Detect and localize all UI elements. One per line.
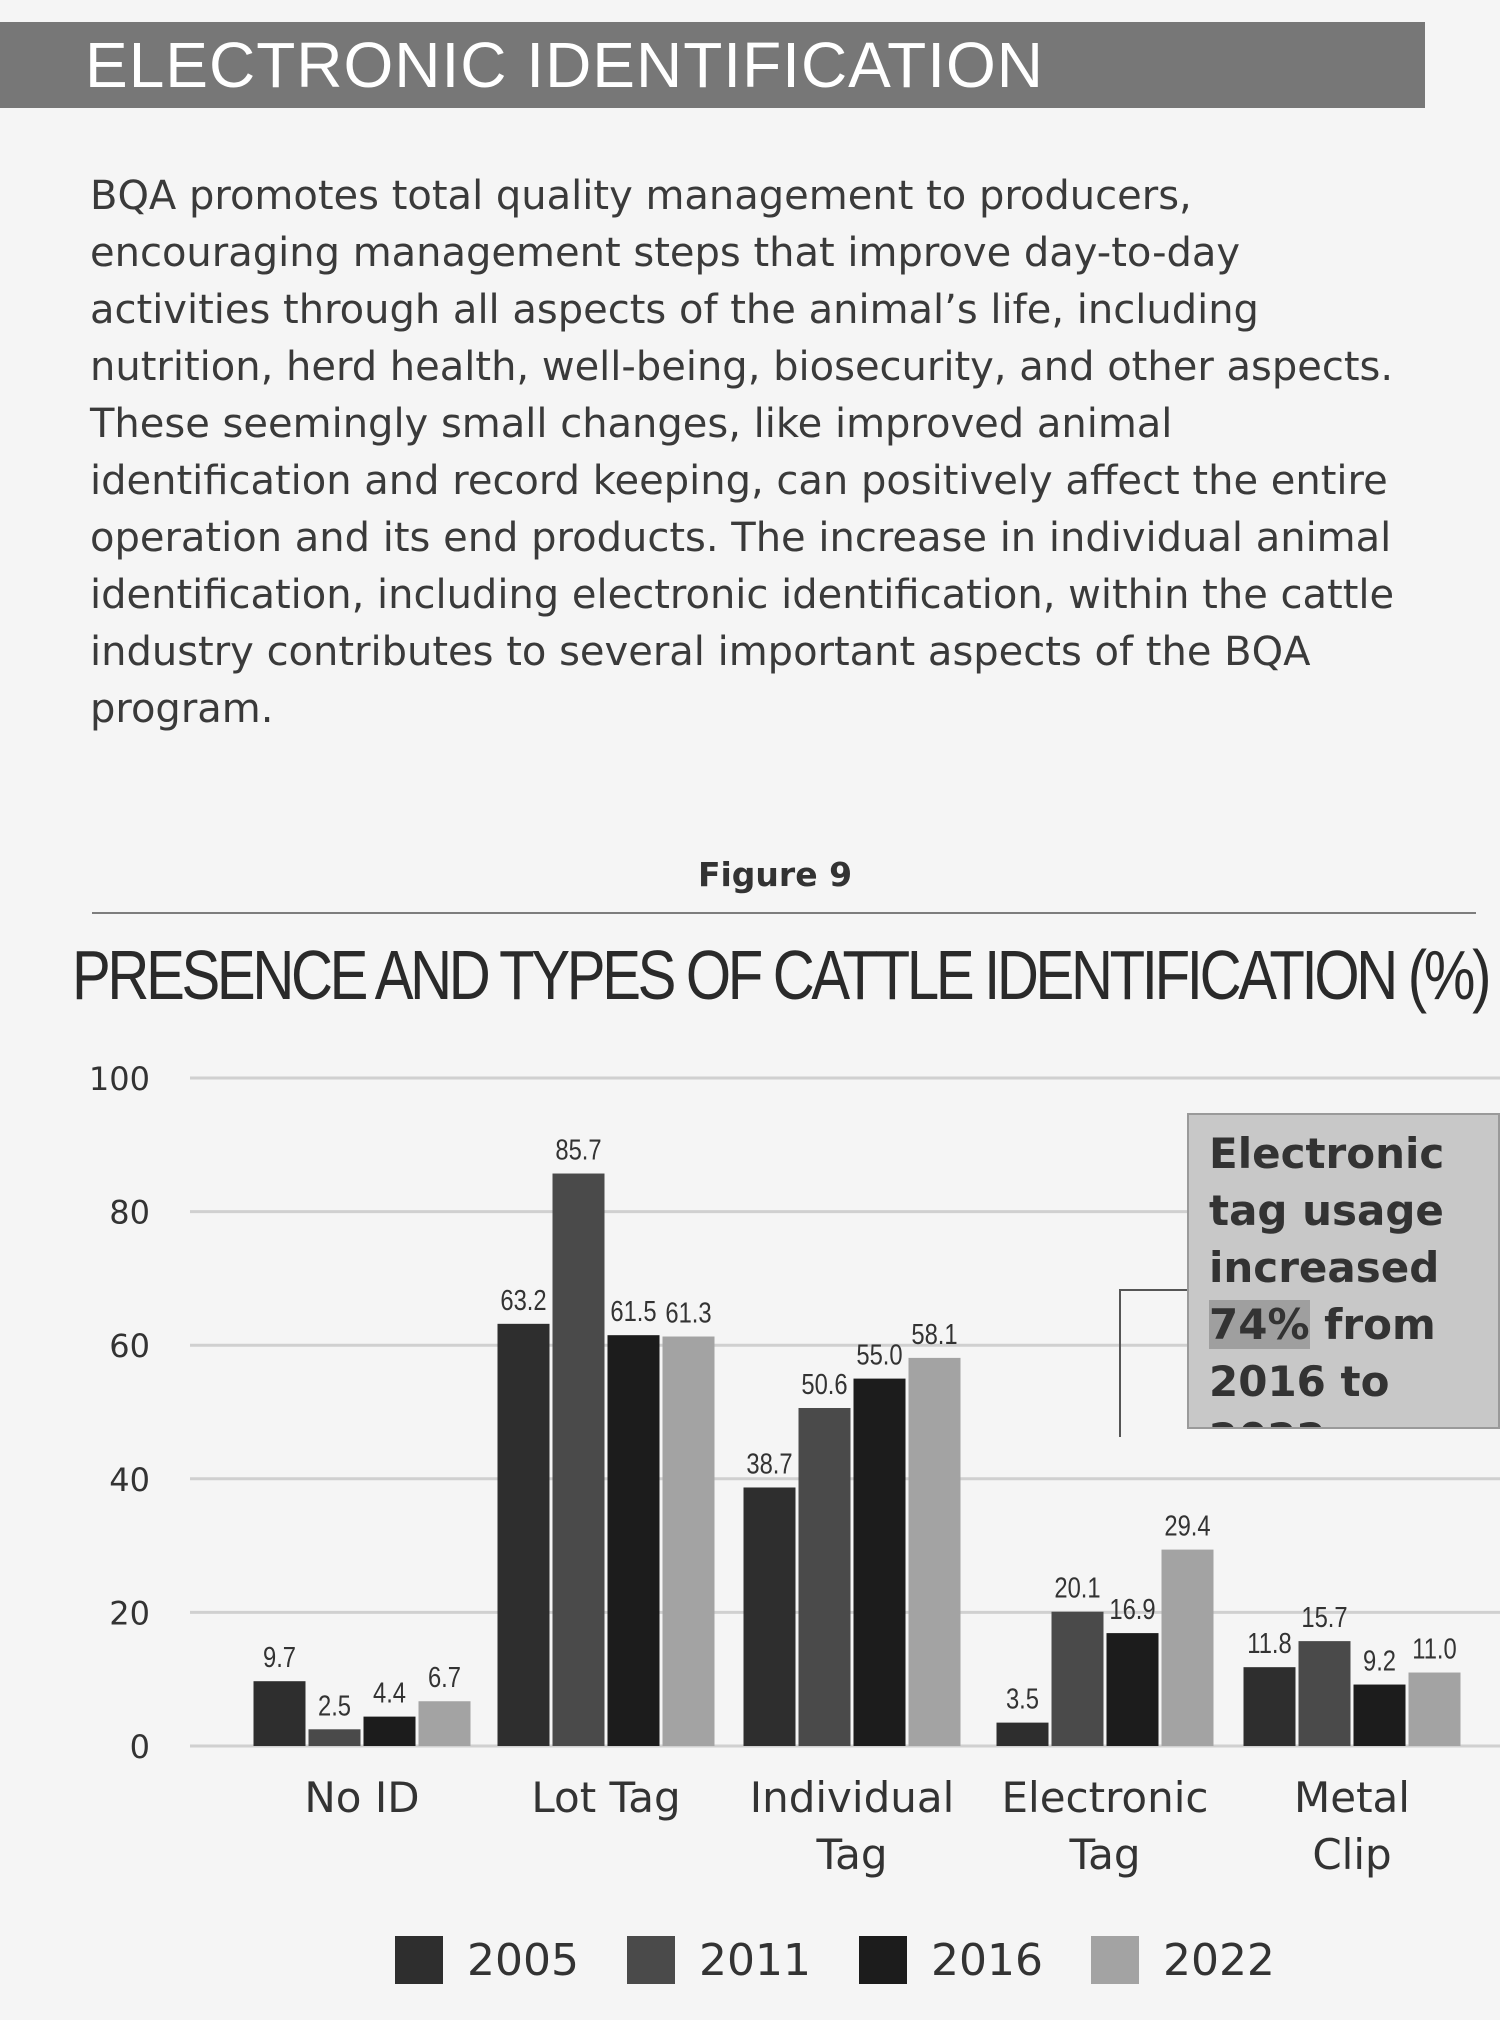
section-header-bar: ELECTRONIC IDENTIFICATION (0, 22, 1425, 108)
data-label-2022-3: 29.4 (1164, 1509, 1210, 1542)
figure-label: Figure 9 (697, 855, 853, 894)
data-label-2022-2: 58.1 (911, 1318, 957, 1351)
data-label-2011-4: 15.7 (1301, 1601, 1347, 1634)
data-label-2016-1: 61.5 (610, 1295, 656, 1328)
data-label-2005-1: 63.2 (500, 1284, 546, 1317)
data-label-2022-0: 6.7 (428, 1661, 461, 1694)
figure-divider (92, 912, 1476, 914)
bar-2022-2 (908, 1357, 961, 1746)
section-title: ELECTRONIC IDENTIFICATION (85, 29, 1044, 101)
y-tick-label-100: 100 (89, 1060, 150, 1098)
annotation-line-3: increased (1209, 1243, 1440, 1292)
x-category-label-4-1: Clip (1312, 1830, 1391, 1879)
data-label-2005-2: 38.7 (746, 1447, 792, 1480)
x-category-label-1-0: Lot Tag (531, 1773, 680, 1822)
y-tick-label-60: 60 (109, 1327, 150, 1365)
data-label-2011-2: 50.6 (801, 1368, 847, 1401)
legend-swatch-2005 (395, 1936, 443, 1984)
y-tick-label-40: 40 (109, 1461, 150, 1499)
annotation-text: Electronic tag usage increased 74% from … (1209, 1125, 1498, 1427)
bar-2011-1 (552, 1173, 605, 1746)
annotation-line-5: 2016 to 2022. (1209, 1357, 1390, 1427)
bar-2016-0 (363, 1716, 416, 1746)
bar-2005-1 (497, 1323, 550, 1746)
annotation-line-2: tag usage (1209, 1186, 1444, 1235)
legend-item-2022: 2022 (1090, 1934, 1275, 1986)
y-tick-label-80: 80 (109, 1194, 150, 1232)
x-category-label-2-1: Tag (815, 1830, 887, 1879)
x-category-label-3-1: Tag (1068, 1830, 1140, 1879)
legend-label-2005: 2005 (467, 1934, 579, 1986)
bar-2005-2 (743, 1487, 796, 1746)
bar-2005-0 (253, 1681, 306, 1746)
data-label-2005-0: 9.7 (263, 1641, 296, 1674)
x-category-label-3-0: Electronic (1001, 1773, 1208, 1822)
body-paragraph: BQA promotes total quality management to… (90, 173, 1395, 732)
annotation-line-4: from (1309, 1300, 1436, 1349)
legend-label-2022: 2022 (1162, 1934, 1275, 1986)
bar-2011-4 (1298, 1641, 1351, 1746)
y-tick-label-20: 20 (109, 1594, 150, 1632)
data-label-2005-4: 11.8 (1247, 1627, 1291, 1660)
data-label-2016-3: 16.9 (1109, 1593, 1155, 1626)
annotation-callout: Electronic tag usage increased 74% from … (1187, 1113, 1500, 1429)
x-category-label-0-0: No ID (304, 1773, 419, 1822)
bar-2022-1 (662, 1336, 715, 1746)
legend-swatch-2022 (1090, 1936, 1139, 1984)
x-category-label-2-0: Individual (750, 1773, 955, 1822)
data-label-2016-2: 55.0 (856, 1338, 902, 1371)
bar-2016-1 (607, 1335, 660, 1746)
legend-label-2016: 2016 (930, 1934, 1043, 1986)
data-label-2011-1: 85.7 (555, 1133, 601, 1166)
bar-2016-3 (1106, 1633, 1159, 1746)
data-label-2005-3: 3.5 (1006, 1682, 1039, 1715)
data-label-2016-4: 9.2 (1363, 1644, 1396, 1677)
x-category-label-4-0: Metal (1294, 1773, 1410, 1822)
bar-2022-0 (418, 1701, 471, 1746)
bar-2011-3 (1051, 1611, 1104, 1746)
legend-item-2005: 2005 (395, 1935, 579, 1986)
y-tick-label-0: 0 (130, 1728, 150, 1766)
bar-2022-4 (1408, 1672, 1461, 1746)
legend-swatch-2016 (858, 1936, 907, 1984)
legend-item-2011: 2011 (626, 1934, 811, 1986)
data-label-2022-4: 11.0 (1412, 1632, 1456, 1665)
annotation-line-1: Electronic (1209, 1129, 1445, 1178)
legend-item-2016: 2016 (858, 1934, 1043, 1986)
legend-label-2011: 2011 (698, 1934, 811, 1986)
data-label-2022-1: 61.3 (665, 1296, 711, 1329)
data-label-2011-3: 20.1 (1054, 1571, 1100, 1604)
annotation-highlight: 74% (1209, 1300, 1310, 1349)
data-label-2016-0: 4.4 (373, 1676, 406, 1709)
annotation-connector-line (1119, 1289, 1187, 1437)
bar-2005-4 (1243, 1667, 1296, 1746)
data-label-2011-0: 2.5 (318, 1689, 351, 1722)
legend-swatch-2011 (626, 1936, 675, 1984)
chart-legend: 2005 2011 2016 2022 (395, 1930, 1323, 1990)
bar-2005-3 (996, 1722, 1049, 1746)
bar-2011-2 (798, 1407, 851, 1746)
chart-title: PRESENCE AND TYPES OF CATTLE IDENTIFICAT… (72, 936, 1491, 1014)
bar-2016-4 (1353, 1684, 1406, 1746)
bar-2022-3 (1161, 1549, 1214, 1746)
bar-2016-2 (853, 1378, 906, 1746)
bar-2011-0 (308, 1729, 361, 1746)
